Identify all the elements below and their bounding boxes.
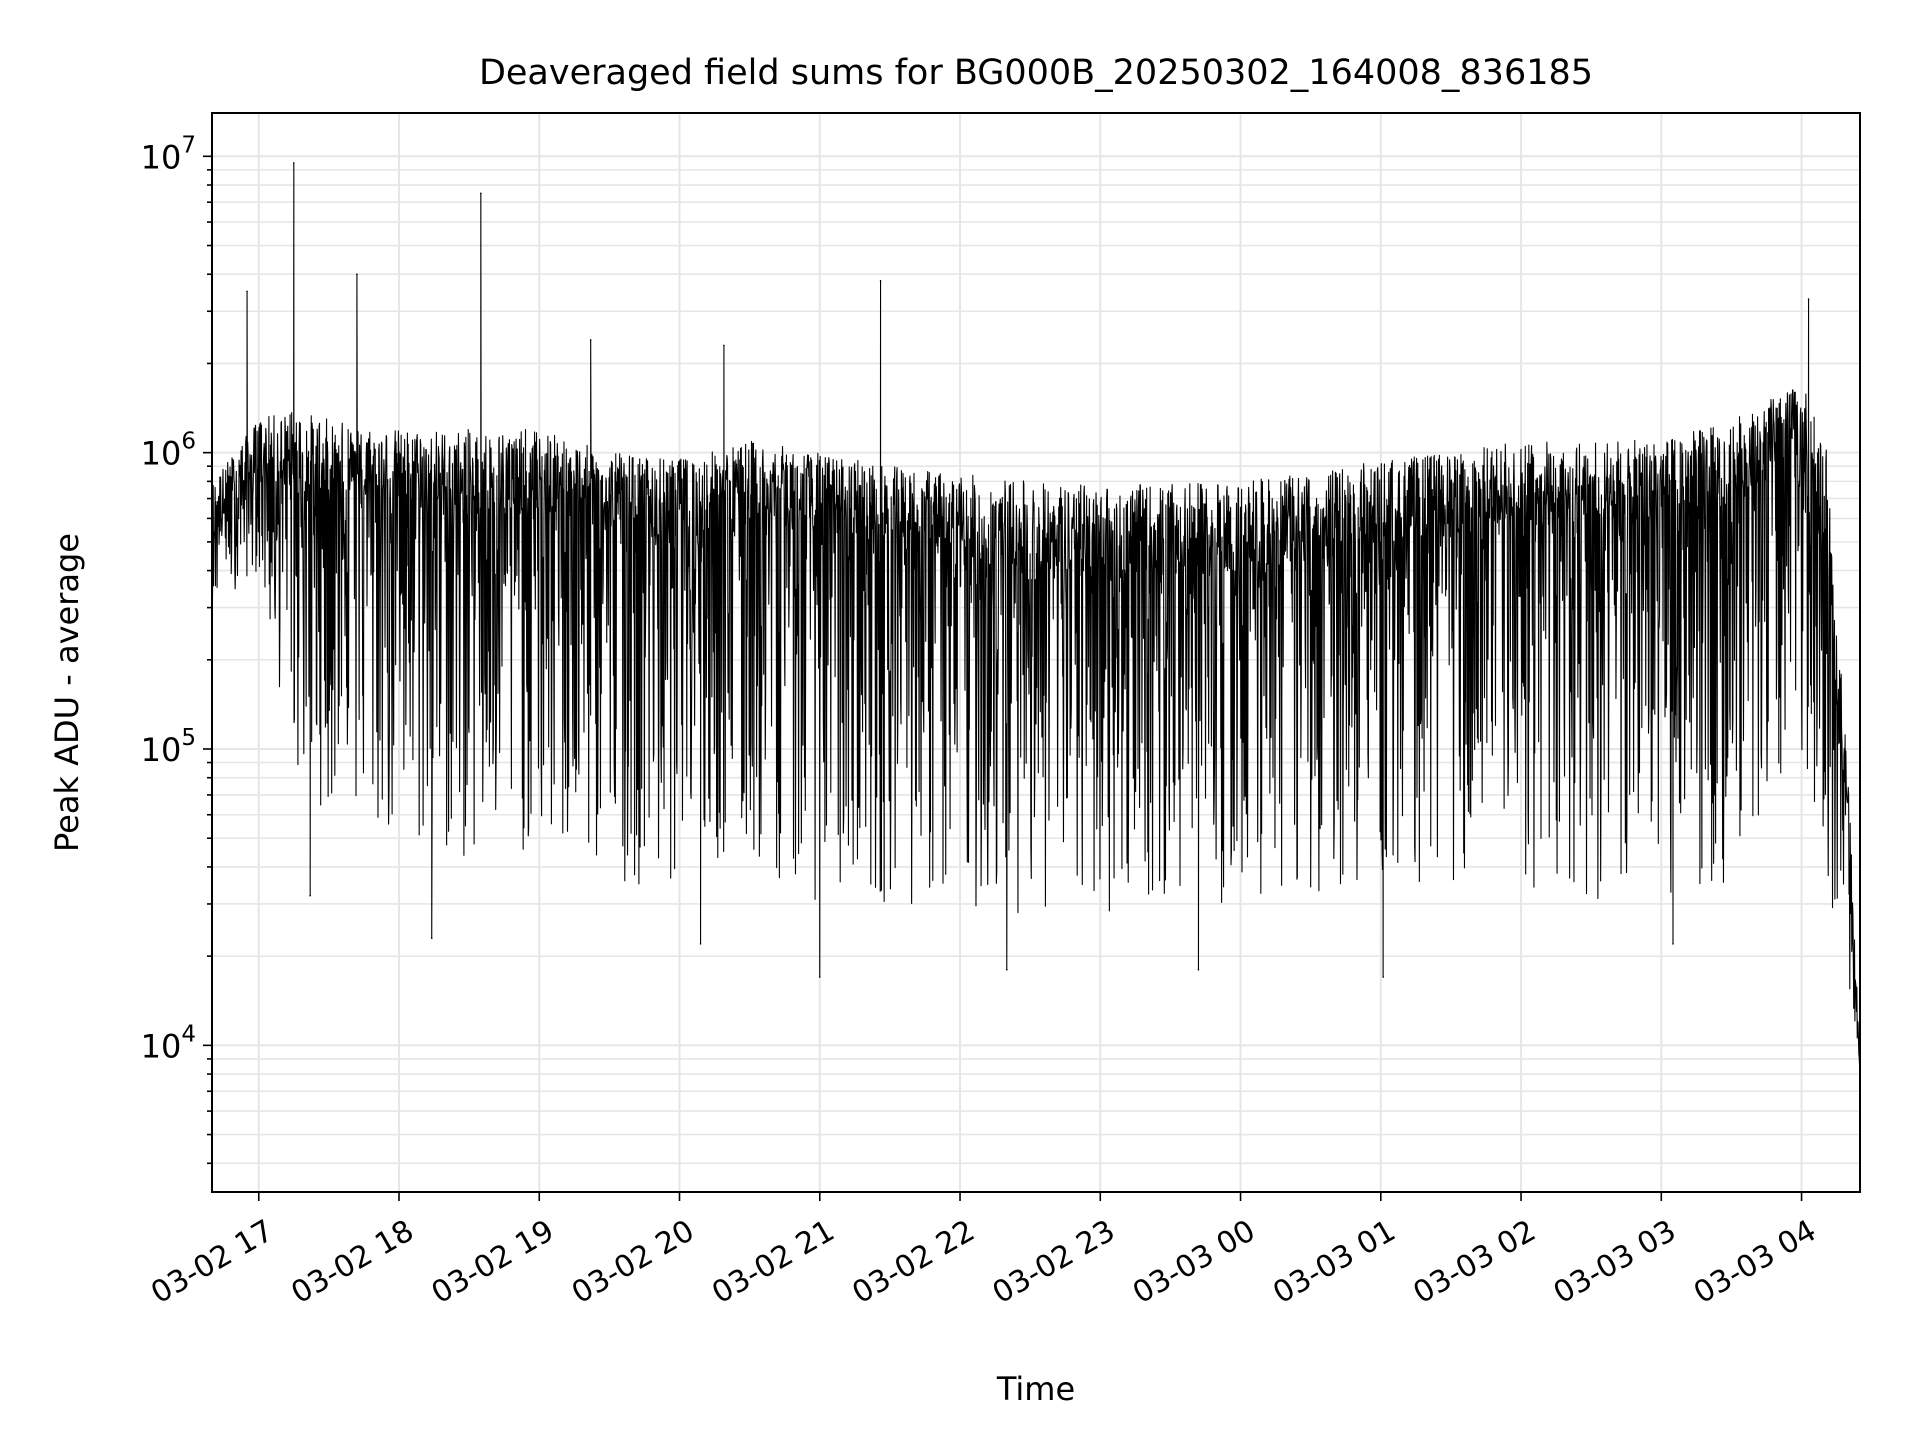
y-tick-label: 104 bbox=[141, 1021, 196, 1065]
series-path bbox=[211, 162, 1861, 1071]
dip-point bbox=[699, 943, 702, 945]
plot-frame bbox=[211, 112, 1861, 1193]
spike-point bbox=[356, 273, 358, 276]
y-tick-label: 107 bbox=[141, 132, 196, 176]
spike-point bbox=[589, 339, 592, 341]
series-line bbox=[211, 162, 1861, 1071]
chart-title: Deaveraged field sums for BG000B_2025030… bbox=[479, 53, 1593, 93]
spike-point bbox=[879, 280, 882, 282]
dip-point bbox=[818, 976, 821, 978]
dip-point bbox=[1005, 968, 1008, 971]
spike-point bbox=[293, 162, 295, 164]
x-axis-label: Time bbox=[996, 1370, 1075, 1408]
spike-point bbox=[480, 192, 482, 195]
dip-point bbox=[309, 894, 311, 897]
dip-point bbox=[1672, 943, 1674, 945]
spike-point bbox=[246, 290, 248, 293]
y-axis: 104 105 106 107 bbox=[141, 132, 212, 1165]
y-axis-label: Peak ADU - average bbox=[48, 533, 86, 852]
dip-point bbox=[430, 937, 433, 939]
spike-point bbox=[723, 344, 725, 347]
y-tick-label: 106 bbox=[141, 429, 196, 473]
dip-point bbox=[1382, 976, 1384, 978]
y-tick-label: 105 bbox=[141, 725, 196, 769]
dip-point bbox=[1197, 968, 1200, 971]
spike-point bbox=[1807, 298, 1810, 300]
